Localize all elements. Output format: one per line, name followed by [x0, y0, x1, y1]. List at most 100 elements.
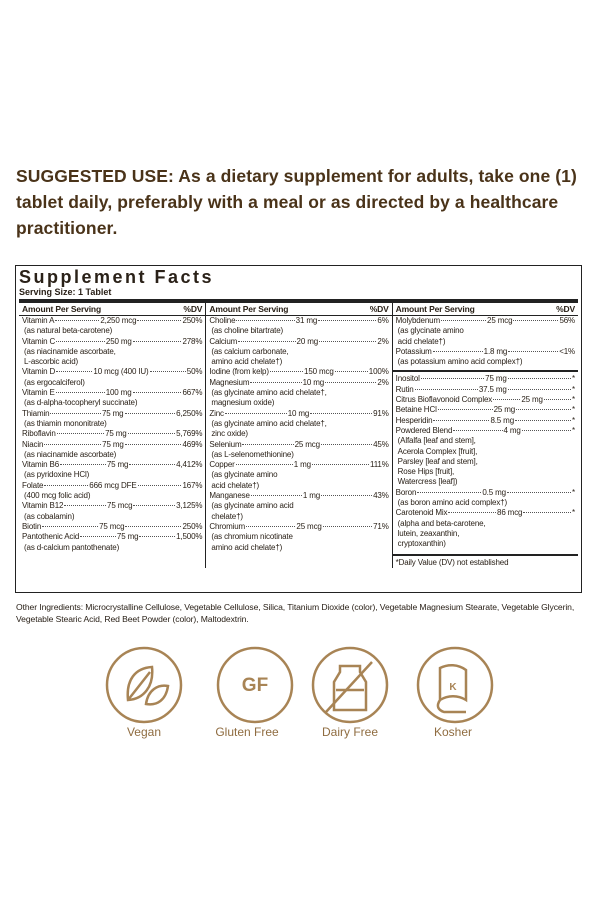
nutrient-note: magnesium oxide) — [211, 398, 275, 408]
leader — [137, 484, 182, 486]
nutrient-row: Chromium 25 mcg 71% — [209, 522, 388, 532]
nutrient-name: Molybdenum — [395, 316, 440, 325]
nutrient-name: Vitamin C — [22, 336, 56, 346]
nutrient-name: Calcium — [209, 336, 238, 346]
badge-label: Gluten Free — [215, 725, 279, 739]
nutrient-row: Iodine (from kelp) 150 mcg 100% — [209, 367, 388, 377]
icons — [105, 646, 494, 724]
nutrient-row: Vitamin B12 75 mcg 3,125% — [22, 501, 202, 511]
nutrient-dv: * — [572, 425, 575, 435]
nutrient-dv: <1% — [559, 346, 575, 356]
nutrient-name: Selenium — [209, 439, 242, 449]
leader — [127, 433, 176, 435]
other-ingredients: Other Ingredients: Microcrystalline Cell… — [16, 602, 575, 624]
leader — [310, 412, 373, 414]
leader — [507, 378, 572, 380]
strike — [325, 661, 373, 713]
nutrient-dv: * — [572, 405, 575, 415]
nutrient-name: Chromium — [209, 521, 246, 531]
nutrient-row: Biotin 75 mcg 250% — [22, 522, 202, 532]
nutrient-note: (as boron amino acid complex†) — [397, 498, 507, 508]
separator — [392, 370, 578, 373]
nutrient-name: Manganese — [209, 491, 250, 501]
leader — [523, 512, 572, 514]
nutrient-row: Vitamin A 2,250 mcg 250% — [22, 316, 202, 326]
nutrient-name: Copper — [209, 460, 235, 470]
nutrient-note: zinc oxide) — [211, 429, 248, 439]
nutrient-name: Niacin — [22, 439, 44, 449]
nutrient-dv: 6% — [377, 316, 389, 325]
nutrient-amount: 25 mg — [521, 395, 543, 405]
leader — [129, 464, 176, 466]
nutrient-note: amino acid chelate†) — [211, 357, 283, 367]
nutrient-note: acid chelate†) — [211, 480, 260, 490]
column-header: Amount Per Serving %DV — [206, 303, 392, 316]
nutrient-dv: 100% — [368, 367, 389, 377]
nutrient-row: Zinc 10 mg 91% — [209, 409, 388, 419]
serving-size: Serving Size: 1 Tablet — [19, 287, 578, 303]
leader — [322, 525, 373, 527]
leader — [453, 429, 503, 431]
nutrient-dv: * — [572, 374, 575, 384]
nutrient-name: Inositol — [395, 374, 420, 384]
scroll — [436, 664, 468, 714]
k-text: K — [449, 682, 457, 693]
nutrient-note: lutein, zeaxanthin, — [397, 528, 460, 538]
nutrient-note: cryptoxanthin) — [397, 539, 446, 549]
leader — [235, 464, 293, 466]
nutrient-amount: 4 mg — [503, 425, 521, 435]
nutrient-dv: 56% — [559, 316, 575, 325]
leader — [224, 412, 287, 414]
nutrient-name: Pantothenic Acid — [22, 532, 80, 542]
nutrient-dv: 1,500% — [176, 532, 203, 542]
leader — [55, 392, 105, 394]
nutrient-row: Niacin 75 mg 469% — [22, 440, 202, 450]
nutrient-row: Inositol 75 mg * — [396, 374, 575, 384]
leader — [420, 378, 485, 380]
nutrient-note: (as natural beta-carotene) — [24, 326, 113, 336]
nutrient-note: (as ergocalciferol) — [24, 377, 85, 387]
nutrient-name: Iodine (from kelp) — [209, 367, 269, 377]
supplement-facts: Supplement Facts Serving Size: 1 Tablet … — [15, 265, 582, 593]
column-header: Amount Per Serving %DV — [392, 303, 578, 316]
nutrient-amount: 1 mg — [302, 491, 321, 501]
nutrient-dv: 6,250% — [176, 408, 203, 418]
nutrient-row: Folate 666 mcg DFE 167% — [22, 481, 202, 491]
nutrient-name: Choline — [209, 316, 236, 325]
nutrient-note: (as glycinate amino acid — [211, 501, 294, 511]
nutrient-amount: 10 mg — [287, 408, 310, 418]
nutrient-note: (as L-selenomethionine) — [211, 449, 294, 459]
nutrient-row: Powdered Blend 4 mg * — [396, 426, 575, 436]
leader — [515, 419, 572, 421]
leader — [417, 491, 482, 493]
leader — [321, 495, 373, 497]
nutrient-row: Vitamin D 10 mcg (400 IU) 50% — [22, 367, 202, 377]
leader — [318, 320, 377, 321]
nutrient-dv: 71% — [373, 521, 389, 531]
leader — [124, 443, 182, 445]
nutrient-name: Folate — [22, 480, 44, 490]
leader — [137, 320, 182, 321]
nutrient-amount: 25 mg — [493, 405, 516, 415]
nutrient-note: (as chromium nicotinate — [211, 532, 293, 542]
leader — [50, 412, 101, 414]
nutrient-note: acid chelate†) — [397, 336, 446, 346]
panel-title: Supplement Facts — [19, 267, 215, 287]
nutrient-row: Riboflavin 75 mg 5,769% — [22, 429, 202, 439]
nutrient-row: Calcium 20 mg 2% — [209, 337, 388, 347]
nutrient-dv: 45% — [373, 439, 389, 449]
nutrient-amount: 37.5 mg — [478, 384, 507, 394]
nutrient-dv: 2% — [377, 336, 389, 346]
nutrient-row: Rutin 37.5 mg * — [396, 385, 575, 395]
nutrient-note: (400 mcg folic acid) — [24, 491, 91, 501]
nutrient-amount: 20 mg — [296, 336, 319, 346]
nutrient-amount: 250 mg — [105, 336, 132, 346]
nutrient-name: Carotenoid Mix — [395, 508, 448, 518]
nutrient-note: (as potassium amino acid complex†) — [397, 357, 523, 367]
leader — [44, 443, 102, 445]
nutrient-dv: 250% — [182, 521, 203, 531]
nutrient-name: Betaine HCl — [395, 405, 437, 415]
leader — [521, 429, 572, 431]
nutrient-amount: 75 mg — [102, 439, 124, 449]
